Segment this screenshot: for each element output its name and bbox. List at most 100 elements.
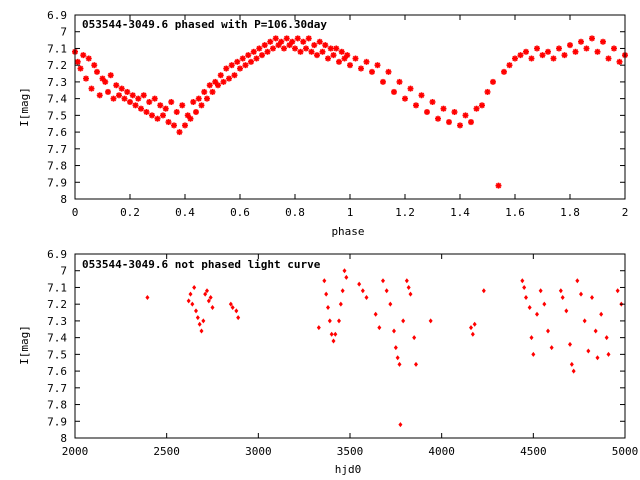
top-data-point — [550, 55, 557, 62]
top-data-point — [193, 109, 199, 116]
top-data-point — [484, 88, 491, 95]
bottom-data-point — [188, 291, 193, 297]
top-data-point — [182, 122, 188, 129]
top-y-tick-label: 7.8 — [47, 160, 67, 173]
top-data-point — [270, 45, 276, 52]
bottom-data-point — [344, 274, 349, 280]
bottom-data-point — [199, 328, 204, 334]
top-data-point — [294, 35, 301, 42]
bottom-data-point — [364, 294, 369, 300]
bottom-data-point — [531, 351, 536, 357]
top-data-point — [292, 45, 298, 52]
top-y-tick-label: 7.1 — [47, 42, 67, 55]
top-data-point — [226, 75, 232, 82]
top-data-point — [556, 45, 562, 52]
top-data-point — [407, 85, 414, 92]
bottom-data-point — [393, 345, 398, 351]
top-data-point — [162, 105, 169, 112]
bottom-data-point — [203, 291, 208, 297]
bottom-x-tick-label: 3000 — [245, 445, 272, 458]
bottom-data-point — [208, 294, 213, 300]
bottom-plot-frame — [74, 253, 626, 439]
bottom-data-point — [384, 288, 389, 294]
top-data-point — [245, 52, 252, 59]
top-data-point — [118, 85, 125, 92]
bottom-data-point — [569, 361, 574, 367]
top-data-point — [253, 55, 260, 62]
top-data-point — [91, 62, 98, 69]
top-data-point — [583, 45, 590, 52]
bottom-data-point — [331, 338, 336, 344]
top-data-point — [616, 58, 623, 65]
bottom-data-point — [590, 294, 594, 300]
top-data-point — [121, 95, 128, 102]
top-data-point — [402, 95, 408, 102]
top-data-point — [352, 55, 359, 62]
bottom-data-point — [404, 278, 409, 284]
top-data-point — [451, 109, 458, 116]
top-data-point — [165, 119, 172, 126]
bottom-x-tick-label: 5000 — [612, 445, 639, 458]
top-data-point — [303, 45, 309, 52]
bottom-data-point — [381, 278, 385, 284]
top-data-point — [129, 92, 136, 99]
bottom-data-point — [197, 321, 202, 327]
top-data-point — [168, 98, 175, 105]
top-data-point — [107, 72, 114, 79]
top-data-point — [176, 129, 183, 136]
top-data-point — [204, 95, 210, 102]
top-data-point — [374, 62, 381, 69]
top-data-point — [517, 52, 524, 59]
top-data-point — [572, 48, 579, 55]
top-data-point — [88, 85, 95, 92]
top-data-point — [338, 48, 345, 55]
bottom-ticks: 2000 2500 3000 3500 4000 4500 5000 6.9 7 7.1 7.2 7.… — [47, 248, 638, 458]
bottom-data-point — [342, 268, 347, 274]
bottom-data-point — [195, 315, 200, 321]
bottom-data-point — [190, 301, 195, 307]
top-y-tick-label: 7.2 — [47, 59, 67, 72]
top-x-tick-label: 1.6 — [505, 206, 525, 219]
top-x-axis-label: phase — [331, 225, 364, 238]
top-data-point — [140, 92, 147, 99]
top-data-point — [479, 102, 485, 109]
top-data-point — [171, 122, 177, 129]
top-data-point — [308, 48, 315, 55]
top-data-point — [127, 98, 133, 105]
bottom-data-point — [542, 301, 547, 307]
top-chart-title: 053544-3049.6 phased with P=106.30day — [82, 18, 327, 31]
top-data-point — [116, 92, 122, 99]
top-ticks: 0 0.2 0.4 0.6 0.8 1 1.2 1.4 1.6 1.8 2 6.9 7 7.1 7.2 7.3… — [47, 9, 628, 219]
bottom-data-point — [324, 291, 329, 297]
top-x-tick-label: 1.4 — [450, 206, 470, 219]
top-data-point — [457, 122, 463, 129]
top-data-point — [154, 115, 161, 122]
bottom-y-tick-label: 7.2 — [47, 298, 67, 311]
top-data-point — [605, 55, 612, 62]
top-data-point — [385, 68, 392, 75]
top-data-point — [96, 92, 103, 99]
top-data-point — [512, 55, 518, 62]
top-data-point — [567, 42, 573, 49]
top-data-point — [322, 42, 329, 49]
top-data-point — [143, 109, 150, 116]
top-data-point — [173, 109, 180, 116]
top-data-point — [132, 102, 139, 109]
top-data-point — [206, 82, 213, 89]
top-data-point — [80, 52, 87, 59]
top-data-point — [138, 105, 144, 112]
top-x-tick-label: 0.6 — [230, 206, 250, 219]
top-data-point — [110, 95, 117, 102]
top-data-point — [250, 48, 257, 55]
bottom-data-point — [392, 328, 396, 334]
top-data-point — [297, 48, 304, 55]
bottom-data-point — [395, 355, 400, 361]
bottom-y-tick-label: 7.4 — [47, 332, 67, 345]
top-data-point — [195, 95, 202, 102]
top-y-tick-label: 7.3 — [47, 76, 67, 89]
top-data-point — [391, 88, 397, 95]
top-data-point — [124, 88, 131, 95]
bottom-data-point — [582, 318, 587, 324]
top-data-point — [413, 102, 419, 109]
